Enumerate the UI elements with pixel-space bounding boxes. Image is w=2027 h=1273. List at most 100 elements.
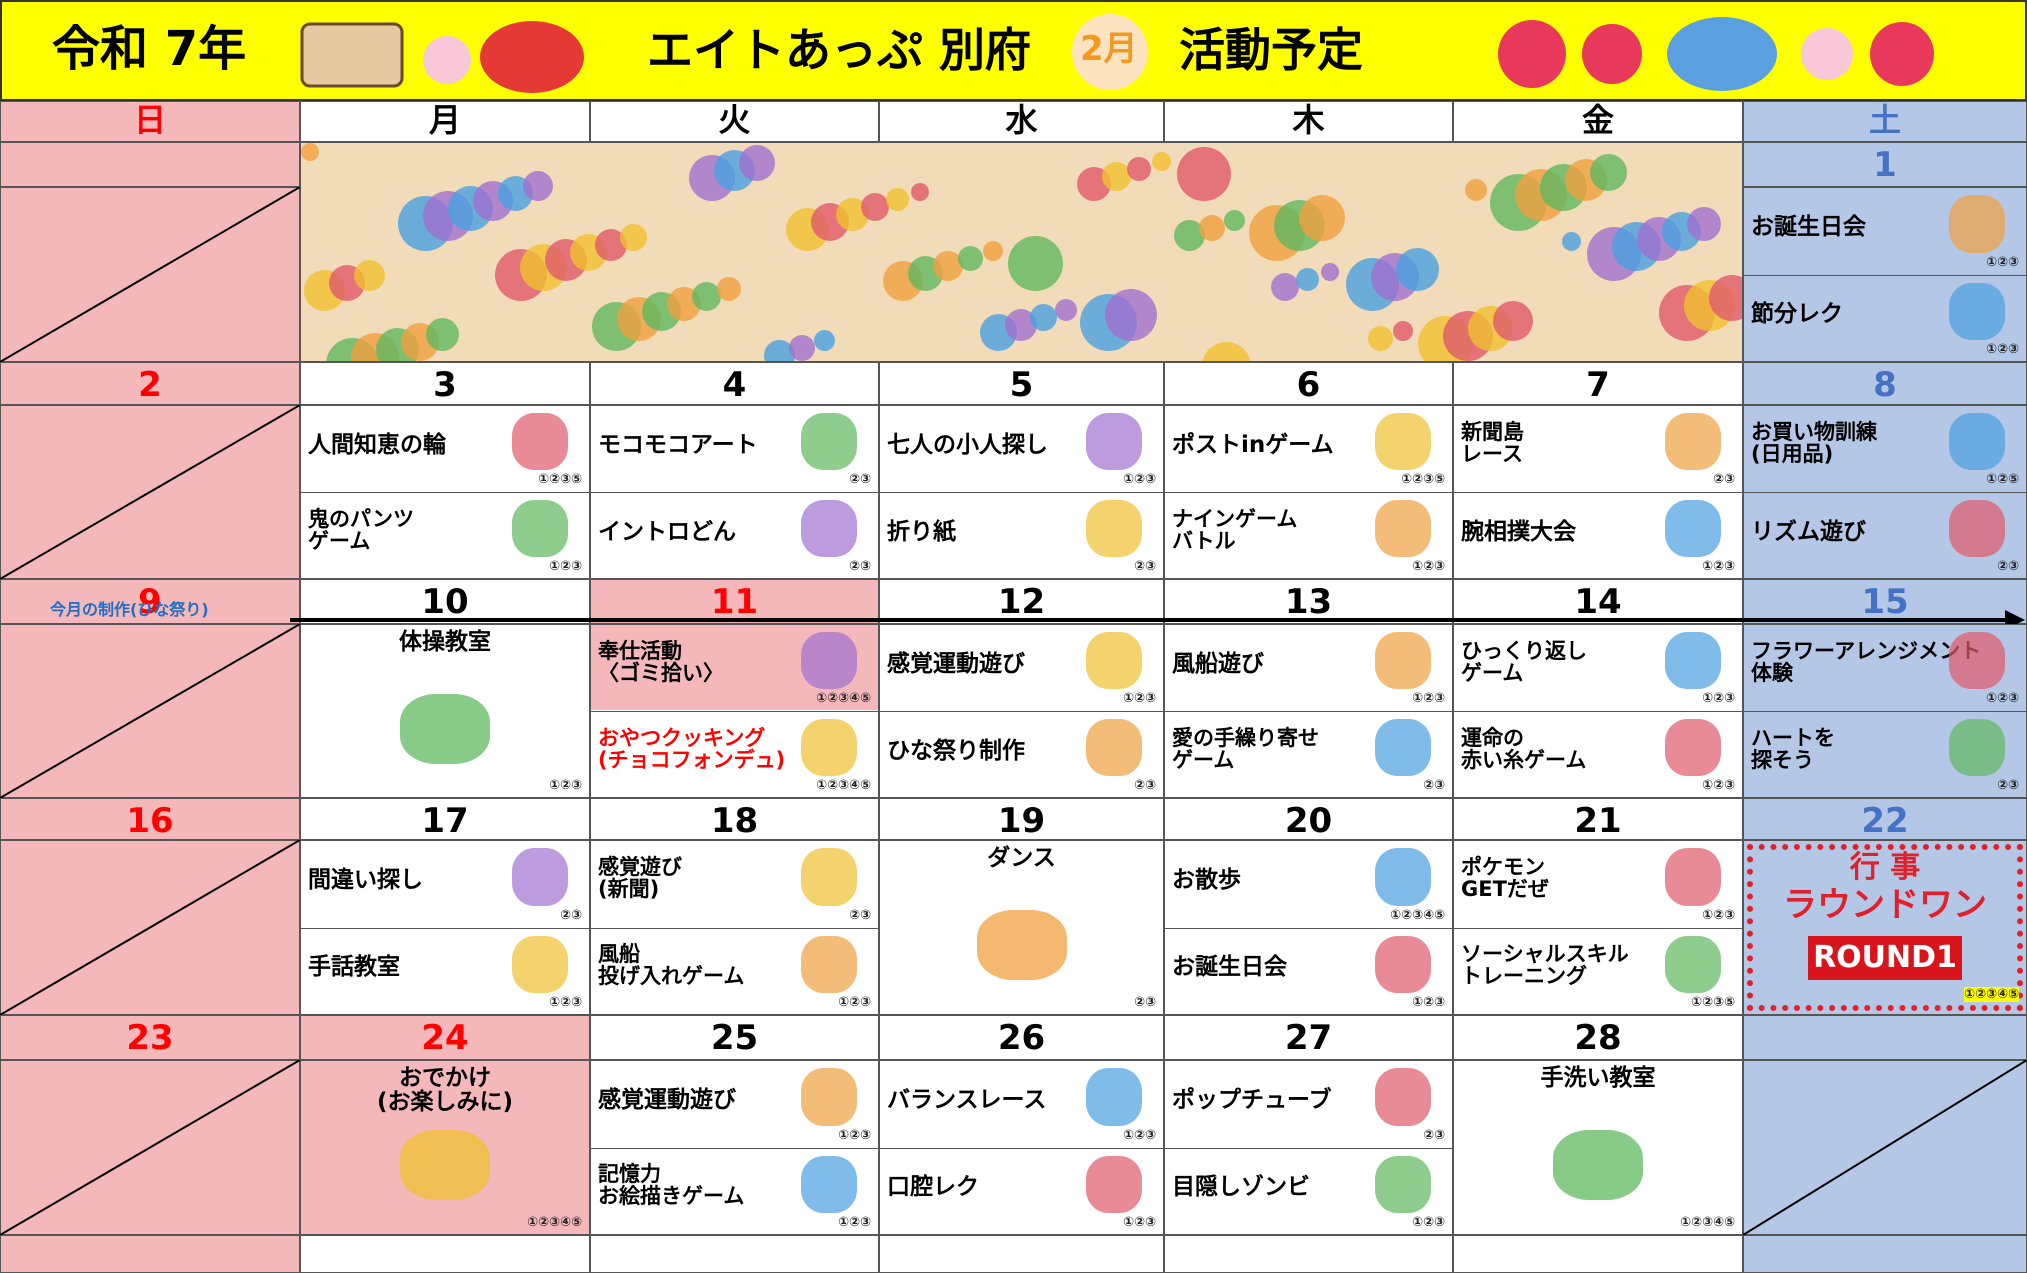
empty-cell	[590, 1235, 879, 1273]
weekday: 日	[133, 101, 166, 139]
date: 2	[138, 365, 162, 405]
note: ①②③④⑤	[1963, 987, 2019, 1002]
event-label: 行 事	[1849, 850, 1921, 885]
pattern-dot	[523, 171, 553, 201]
icon	[801, 1155, 857, 1213]
icon	[801, 500, 857, 557]
pattern-dot	[1321, 263, 1339, 281]
diagonal	[0, 1060, 300, 1235]
note: ①②⑤	[1985, 472, 2019, 487]
date: 22	[1861, 801, 1909, 841]
activity-name: ソーシャルスキル トレーニング	[1461, 942, 1629, 989]
date-cell	[1453, 798, 1743, 840]
activity-name: 記憶力 お絵描きゲーム	[598, 1162, 745, 1209]
pattern-dot	[426, 318, 459, 351]
activity-name: 風船 投げ入れゲーム	[598, 942, 745, 989]
month: 2月	[1080, 29, 1138, 69]
date: 3	[433, 365, 457, 405]
weekday: 火	[718, 101, 751, 139]
pattern-dot	[764, 340, 795, 361]
activity-name: 鬼のパンツ ゲーム	[308, 506, 415, 553]
date-cell	[590, 362, 879, 405]
pattern-dot	[861, 193, 889, 221]
divider	[300, 492, 590, 493]
note: ①②③④⑤	[526, 1215, 582, 1230]
pattern-dot	[886, 188, 909, 211]
date-cell	[0, 142, 300, 187]
divider	[1164, 711, 1453, 712]
date: 16	[126, 801, 174, 841]
pattern-dot	[620, 224, 647, 251]
activity-name: 節分レク	[1751, 301, 1843, 328]
empty-cell	[879, 1235, 1164, 1273]
note: ①②③⑤	[1690, 995, 1735, 1010]
icon	[1086, 632, 1142, 689]
pattern-dot	[1030, 304, 1057, 331]
activity-name: フラワーアレンジメント 体験	[1751, 638, 1982, 685]
diagonal	[0, 187, 300, 362]
divider	[879, 1147, 1164, 1149]
activity-name: お買い物訓練 (日用品)	[1751, 419, 1877, 466]
divider	[879, 492, 1164, 493]
activity-name: ハートを 探そう	[1751, 725, 1835, 772]
date: 27	[1284, 1018, 1333, 1058]
activity-name: バランスレース	[887, 1086, 1047, 1113]
note: ②③	[1133, 995, 1156, 1010]
note: ①②③	[1411, 995, 1445, 1010]
icon	[1665, 848, 1721, 906]
header-bar: 令和 7年 エイトあっぷ 別府 2月 活動予定	[0, 0, 2027, 101]
pattern-dot	[354, 260, 385, 291]
activity-name: 七人の小人探し	[887, 431, 1048, 458]
divider	[300, 927, 590, 929]
activity-name: 目隠しゾンビ	[1172, 1174, 1310, 1201]
title: 活動予定	[1179, 23, 1363, 77]
icon	[1375, 632, 1431, 689]
note: ①②③	[1122, 472, 1156, 487]
icon	[976, 910, 1067, 980]
date: 21	[1574, 801, 1622, 841]
activity-name: おやつクッキング (チョコフォンデュ)	[598, 725, 786, 772]
date: 28	[1574, 1018, 1622, 1058]
activity-name: 感覚運動遊び	[887, 650, 1025, 677]
activity-name: 愛の手繰り寄せ ゲーム	[1172, 725, 1319, 772]
icon	[512, 413, 568, 470]
date-cell	[1164, 1015, 1453, 1060]
date: 12	[997, 582, 1046, 622]
icon	[801, 632, 857, 689]
pattern-dot	[717, 277, 741, 301]
icon	[512, 848, 568, 906]
activity-name: 感覚遊び (新聞)	[598, 854, 682, 901]
activity-name: ポストinゲーム	[1172, 431, 1334, 458]
note: ①②③	[548, 559, 582, 574]
icon	[1375, 848, 1431, 906]
month-badge	[1072, 14, 1148, 90]
activity-name: ポケモン GETだぜ	[1461, 854, 1549, 901]
icon	[801, 1068, 857, 1126]
icon	[1375, 935, 1431, 993]
pattern-dot	[1562, 232, 1581, 251]
activity-name: ナインゲーム バトル	[1172, 506, 1298, 553]
activity-name: モコモコアート	[598, 431, 758, 458]
pattern-dot	[1271, 273, 1299, 301]
note: ①②③	[1985, 691, 2019, 706]
divider	[1164, 927, 1453, 929]
date-cell	[300, 1015, 590, 1060]
pattern-dot	[814, 330, 835, 351]
activity-name: 風船遊び	[1172, 650, 1264, 677]
note: ①②③	[1701, 559, 1735, 574]
pattern-dot	[1393, 321, 1413, 341]
weekday: 木	[1292, 101, 1325, 139]
divider	[1453, 492, 1743, 493]
note: ①②③	[1701, 778, 1735, 793]
activity-name: 体操教室	[399, 629, 491, 655]
note: ②③	[1133, 559, 1156, 574]
note: ①②③	[837, 995, 871, 1010]
note: ①②③	[1701, 691, 1735, 706]
date-cell	[1164, 798, 1453, 840]
pattern-dot	[1152, 152, 1171, 171]
date-cell	[879, 798, 1164, 840]
date: 20	[1284, 801, 1333, 841]
date: 9	[138, 582, 162, 622]
activity-name: ひっくり返し ゲーム	[1461, 638, 1587, 685]
